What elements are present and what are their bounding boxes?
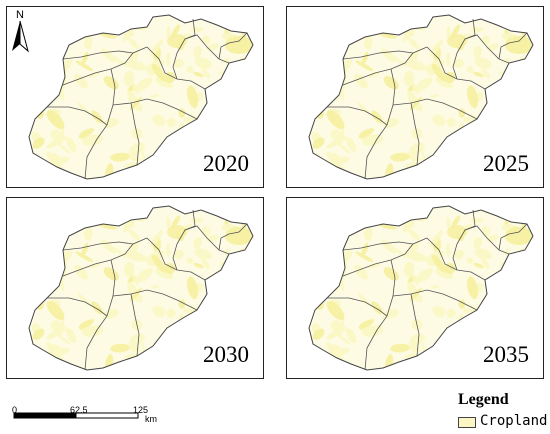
legend-swatch-cropland [458,417,476,428]
district-boundary [184,209,196,231]
map-panel-2020: N 2020 [6,6,264,188]
scale-tick-125: 125 [133,405,149,415]
region-outline [28,14,254,180]
scale-tick-62-5: 62.5 [70,405,88,415]
scale-bar [13,412,139,419]
district-boundary [410,102,420,166]
district-boundary [464,18,476,40]
region-outline [28,205,254,371]
district-boundary [130,293,140,357]
district-boundary [130,102,140,166]
district-boundary [172,52,178,80]
map-panel-2035: 2035 [286,197,544,379]
district-boundary [392,289,478,311]
north-arrow-icon: N [12,9,29,53]
map-year-label: 2020 [203,151,249,176]
district-boundary [176,34,230,64]
map-year-label: 2035 [483,342,529,367]
district-boundary [184,18,196,40]
district-boundary [452,52,458,80]
district-boundary [464,209,476,231]
legend-title: Legend [458,391,509,408]
district-boundary [498,32,528,60]
district-boundary [176,225,230,255]
north-arrow-label: N [16,9,24,21]
district-boundary [456,225,510,255]
district-boundary [68,297,108,317]
cropland-map [28,14,254,180]
district-boundary [172,243,178,271]
map-year-label: 2025 [483,151,529,176]
cropland-map [308,205,534,371]
district-boundary [456,34,510,64]
district-boundary [112,98,198,120]
region-outline [308,14,534,180]
scale-tick-0: 0 [12,405,18,415]
map-panel-2030: 2030 [6,197,264,379]
district-boundary [146,237,206,281]
district-boundary [218,32,248,60]
district-boundary [68,106,108,126]
district-boundary [452,243,458,271]
district-boundary [146,46,206,90]
scale-unit: km [145,414,157,424]
district-boundary [112,289,198,311]
cropland-map [308,14,534,180]
district-boundary [342,50,414,60]
legend-label-cropland: Cropland [480,413,548,429]
map-panel-2025: 2025 [286,6,544,188]
district-boundary [348,106,388,126]
district-boundary [342,241,414,251]
region-outline [308,205,534,371]
district-boundary [348,297,388,317]
district-boundary [426,237,486,281]
map-year-label: 2030 [203,342,249,367]
district-boundary [218,223,248,251]
district-boundary [62,241,134,251]
district-boundary [62,50,134,60]
district-boundary [498,223,528,251]
district-boundary [410,293,420,357]
district-boundary [392,98,478,120]
cropland-map [28,205,254,371]
district-boundary [426,46,486,90]
